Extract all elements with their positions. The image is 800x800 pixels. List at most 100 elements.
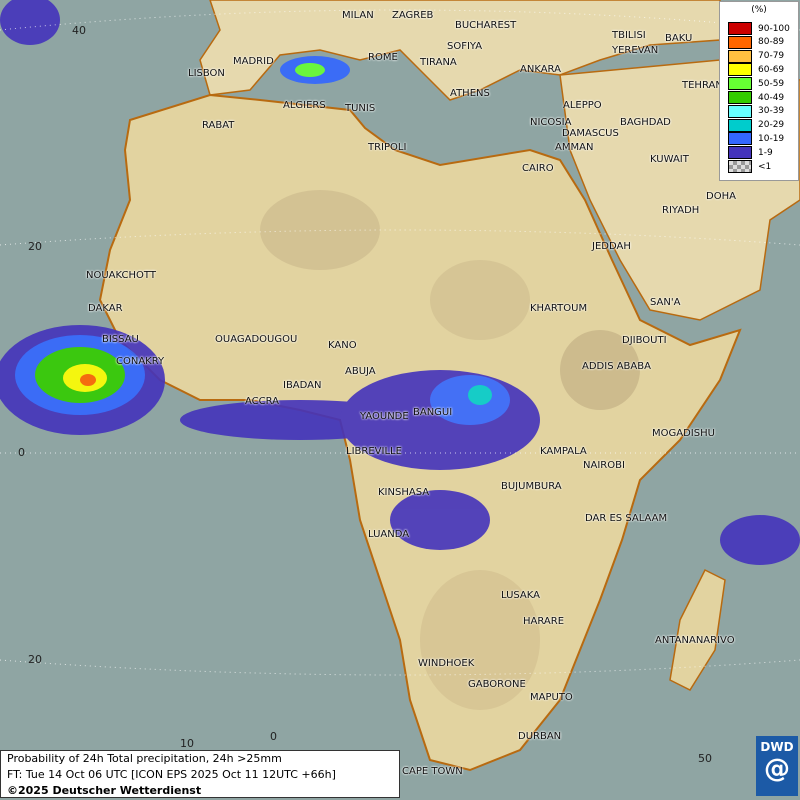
legend-label: 50-59 bbox=[758, 78, 785, 89]
city-label: TBILISI bbox=[612, 30, 646, 41]
legend-swatch bbox=[728, 63, 752, 77]
legend-item: 80-89 bbox=[728, 35, 785, 49]
city-label: ALGIERS bbox=[283, 100, 326, 111]
city-label: DJIBOUTI bbox=[622, 335, 667, 346]
legend-item: 20-29 bbox=[728, 118, 785, 132]
legend-swatch bbox=[728, 146, 752, 160]
city-label: ANTANANARIVO bbox=[655, 635, 735, 646]
madagascar bbox=[669, 568, 726, 691]
lon-label: 10 bbox=[180, 737, 194, 750]
legend-item: 30-39 bbox=[728, 104, 784, 118]
legend-swatch bbox=[728, 160, 752, 173]
lat-label: 0 bbox=[18, 446, 25, 459]
legend-item: 1-9 bbox=[728, 146, 773, 160]
city-label: BUCHAREST bbox=[455, 20, 517, 31]
city-label: NICOSIA bbox=[530, 117, 572, 128]
lat-label: 20 bbox=[28, 240, 42, 253]
city-label: ATHENS bbox=[450, 88, 490, 99]
city-label: ANKARA bbox=[520, 64, 561, 75]
city-label: YEREVAN bbox=[612, 45, 659, 56]
city-label: WINDHOEK bbox=[418, 658, 475, 669]
city-label: JEDDAH bbox=[592, 241, 631, 252]
city-label: YAOUNDE bbox=[360, 411, 409, 422]
legend: (%) 90-100 80-89 70-79 60-69 50-59 40-49 30-39… bbox=[719, 1, 799, 181]
city-label: CAPE TOWN bbox=[402, 766, 463, 777]
city-label: KHARTOUM bbox=[530, 303, 588, 314]
legend-label: 70-79 bbox=[758, 51, 785, 62]
city-label: TEHRAN bbox=[682, 80, 723, 91]
city-label: ZAGREB bbox=[392, 10, 434, 21]
city-label: MADRID bbox=[233, 56, 274, 67]
legend-item: 90-100 bbox=[728, 22, 790, 35]
city-label: ADDIS ABABA bbox=[582, 361, 651, 372]
legend-swatch bbox=[728, 77, 752, 91]
legend-label: 10-19 bbox=[758, 133, 785, 144]
legend-item: <1 bbox=[728, 160, 771, 173]
legend-item: 50-59 bbox=[728, 77, 785, 91]
city-label: DAKAR bbox=[88, 303, 123, 314]
city-label: RABAT bbox=[202, 120, 235, 131]
city-label: LISBON bbox=[188, 68, 225, 79]
city-label: IBADAN bbox=[283, 380, 322, 391]
lat-label: 20 bbox=[28, 653, 42, 666]
city-label: SAN'A bbox=[650, 297, 681, 308]
city-label: TIRANA bbox=[420, 57, 457, 68]
city-label: RIYADH bbox=[662, 205, 700, 216]
legend-label: 40-49 bbox=[758, 92, 785, 103]
lon-label: 0 bbox=[270, 730, 277, 743]
legend-label: 80-89 bbox=[758, 37, 785, 48]
city-label: DOHA bbox=[706, 191, 736, 202]
city-label: LUANDA bbox=[368, 529, 410, 540]
swirl-icon: @ bbox=[764, 754, 790, 784]
city-label: BAKU bbox=[665, 33, 693, 44]
legend-item: 60-69 bbox=[728, 63, 784, 77]
city-label: DAMASCUS bbox=[562, 128, 619, 139]
city-label: MILAN bbox=[342, 10, 374, 21]
city-label: GABORONE bbox=[468, 679, 526, 690]
legend-item: 40-49 bbox=[728, 91, 784, 104]
city-label: ROME bbox=[368, 52, 398, 63]
city-label: KINSHASA bbox=[378, 487, 430, 498]
legend-unit: (%) bbox=[751, 5, 767, 15]
legend-swatch bbox=[728, 49, 752, 63]
city-label: ALEPPO bbox=[563, 100, 602, 111]
city-label: OUAGADOUGOU bbox=[215, 334, 298, 345]
city-label: BUJUMBURA bbox=[501, 481, 562, 492]
city-label: LUSAKA bbox=[501, 590, 540, 601]
forecast-time: FT: Tue 14 Oct 06 UTC [ICON EPS 2025 Oct… bbox=[7, 768, 336, 781]
city-label: DURBAN bbox=[518, 731, 562, 742]
city-label: AMMAN bbox=[555, 142, 594, 153]
city-label: SOFIYA bbox=[447, 41, 483, 52]
lon-label: 50 bbox=[698, 752, 712, 765]
city-label: NAIROBI bbox=[583, 460, 625, 471]
city-label: ABUJA bbox=[345, 366, 376, 377]
city-label: MAPUTO bbox=[530, 692, 573, 703]
legend-swatch bbox=[728, 22, 752, 35]
legend-swatch bbox=[728, 104, 752, 118]
city-label: TRIPOLI bbox=[368, 142, 407, 153]
city-label: ACCRA bbox=[245, 396, 280, 407]
legend-swatch bbox=[728, 35, 752, 49]
city-label: BAGHDAD bbox=[620, 117, 671, 128]
city-label: BANGUI bbox=[413, 407, 453, 418]
city-label: KANO bbox=[328, 340, 357, 351]
city-label: KUWAIT bbox=[650, 154, 689, 165]
legend-label: 20-29 bbox=[758, 120, 785, 131]
legend-swatch bbox=[728, 118, 752, 132]
city-label: CONAKRY bbox=[116, 356, 165, 367]
city-label: NOUAKCHOTT bbox=[86, 270, 156, 281]
copyright: ©2025 Deutscher Wetterdienst bbox=[7, 784, 202, 797]
city-label: TUNIS bbox=[345, 103, 376, 114]
city-label: BISSAU bbox=[102, 334, 139, 345]
city-label: MOGADISHU bbox=[652, 428, 715, 439]
logo-text: DWD bbox=[760, 740, 794, 754]
lat-label: 40 bbox=[72, 24, 86, 37]
legend-label: 1-9 bbox=[758, 147, 773, 158]
legend-swatch bbox=[728, 91, 752, 104]
legend-item: 10-19 bbox=[728, 132, 785, 146]
precip-areas bbox=[0, 0, 800, 565]
dwd-logo: DWD @ bbox=[756, 736, 798, 796]
city-label: LIBREVILLE bbox=[346, 446, 402, 457]
city-label: DAR ES SALAAM bbox=[585, 513, 668, 524]
